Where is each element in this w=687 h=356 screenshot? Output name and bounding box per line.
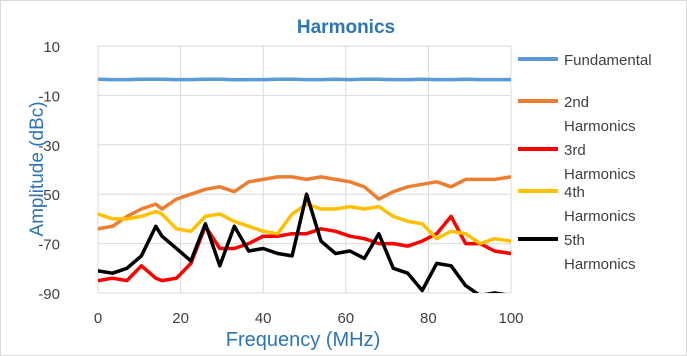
- legend-label-line: 5th: [564, 232, 585, 249]
- gridlines: [97, 45, 512, 294]
- chart-title: Harmonics: [297, 17, 395, 38]
- y-tick-label: -10: [38, 88, 60, 105]
- legend-label-line: 2nd: [564, 94, 589, 111]
- y-tick-label: -70: [38, 237, 60, 254]
- y-tick-label: 10: [43, 39, 60, 56]
- series-lines: [98, 77, 511, 293]
- y-tick-label: -30: [38, 138, 60, 155]
- y-tick-labels: 10 -10 -30 -50 -70 -90: [38, 39, 60, 303]
- legend-label-3: 3rd Harmonics: [564, 142, 636, 183]
- legend-label-line: Harmonics: [564, 208, 636, 225]
- series-line-3: [98, 214, 511, 283]
- plot-axes: [97, 45, 512, 294]
- legend-label-5: 5th Harmonics: [564, 232, 636, 273]
- y-axis-label: Amplitude (dBc): [27, 101, 48, 236]
- x-tick-label: 40: [255, 310, 272, 327]
- x-tick-label: 60: [337, 310, 354, 327]
- y-tick-label: -50: [38, 187, 60, 204]
- x-tick-label: 20: [172, 310, 189, 327]
- series-line-4: [98, 202, 511, 246]
- legend-label-1: Fundamental: [564, 52, 652, 69]
- legend-label-line: Fundamental: [564, 52, 652, 69]
- legend-label-line: Harmonics: [564, 118, 636, 135]
- legend-label-line: Harmonics: [564, 256, 636, 273]
- legend-label-2: 2nd Harmonics: [564, 94, 636, 135]
- series-line-2: [98, 175, 511, 231]
- legend-label-line: Harmonics: [564, 166, 636, 183]
- x-tick-label: 100: [498, 310, 523, 327]
- y-tick-label: -90: [38, 286, 60, 303]
- x-tick-label: 0: [94, 310, 102, 327]
- x-tick-labels: 0 20 40 60 80 100: [94, 310, 524, 327]
- series-line-1: [98, 77, 511, 82]
- legend-label-line: 4th: [564, 184, 585, 201]
- series-line-5: [98, 192, 507, 293]
- legend-label-line: 3rd: [564, 142, 586, 159]
- x-axis-label: Frequency (MHz): [226, 329, 380, 351]
- legend-label-4: 4th Harmonics: [564, 184, 636, 225]
- x-tick-label: 80: [420, 310, 437, 327]
- plot-area-border: [97, 45, 512, 294]
